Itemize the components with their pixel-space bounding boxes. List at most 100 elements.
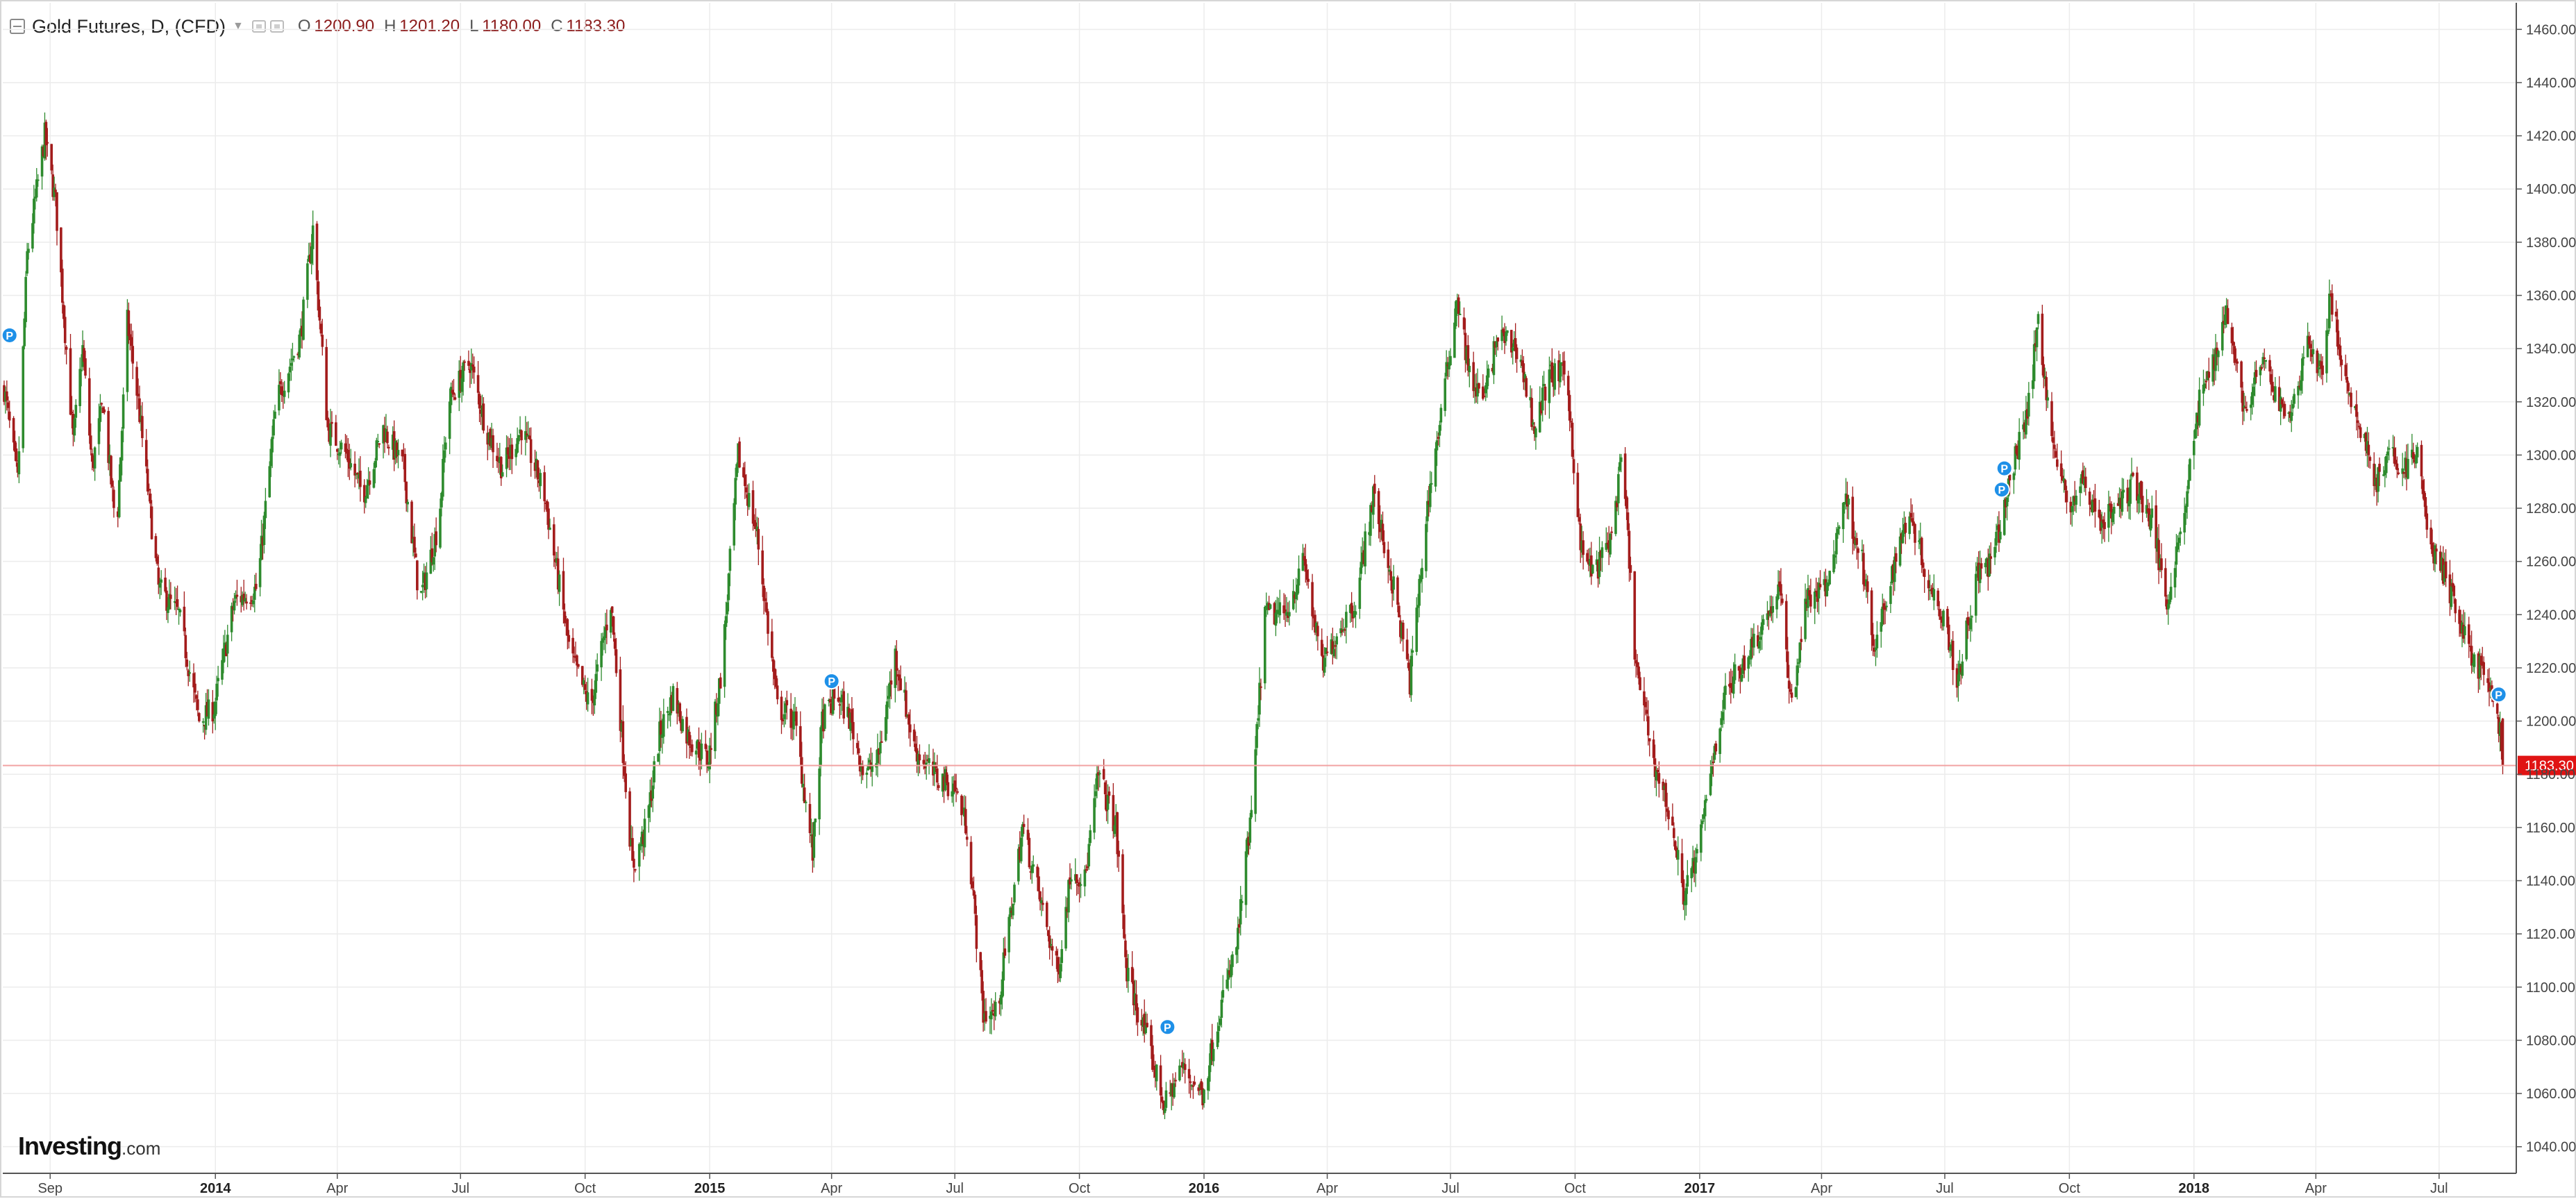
candle-up[interactable] (2014, 443, 2017, 476)
candle-up[interactable] (1007, 914, 1010, 964)
candle-down[interactable] (280, 379, 283, 402)
candle-up[interactable] (662, 698, 665, 744)
candle-down[interactable] (176, 585, 179, 610)
candle-up[interactable] (260, 519, 263, 561)
candle-up[interactable] (814, 818, 817, 837)
candle-down[interactable] (2321, 356, 2324, 385)
candle-up[interactable] (2366, 426, 2369, 467)
candle-down[interactable] (1623, 447, 1627, 506)
candle-down[interactable] (537, 467, 541, 492)
candle-down[interactable] (2497, 714, 2500, 743)
candle-up[interactable] (1240, 894, 1244, 912)
candle-up[interactable] (989, 1006, 992, 1034)
candle-down[interactable] (1132, 969, 1135, 1016)
candle-up[interactable] (1400, 621, 1403, 642)
candle-up[interactable] (458, 360, 461, 412)
candle-up[interactable] (268, 461, 271, 498)
candle-up[interactable] (1901, 517, 1905, 544)
candle-up[interactable] (1950, 639, 1953, 657)
candle-down[interactable] (2340, 355, 2343, 381)
candle-down[interactable] (2139, 480, 2143, 505)
candle-down[interactable] (1596, 559, 1600, 588)
candle-up[interactable] (593, 680, 596, 714)
candle-up[interactable] (1825, 576, 1829, 597)
candle-down[interactable] (149, 488, 152, 519)
candle-up[interactable] (846, 693, 849, 719)
candle-down[interactable] (1946, 606, 1949, 635)
candle-up[interactable] (737, 443, 739, 473)
candle-down[interactable] (2273, 386, 2275, 403)
candle-up[interactable] (178, 608, 182, 617)
candle-down[interactable] (346, 438, 350, 478)
candle-down[interactable] (1464, 318, 1467, 373)
candle-down[interactable] (1852, 521, 1856, 551)
candle-up[interactable] (2186, 485, 2189, 519)
candle-up[interactable] (1418, 574, 1421, 618)
candle-down[interactable] (116, 507, 119, 528)
candle-down[interactable] (2421, 476, 2425, 499)
candle-down[interactable] (838, 696, 842, 719)
candle-down[interactable] (1036, 864, 1039, 891)
candle-down[interactable] (3, 380, 6, 405)
candle-down[interactable] (1029, 866, 1032, 880)
candle-up[interactable] (1961, 653, 1964, 679)
candle-up[interactable] (1942, 609, 1945, 631)
candle-up[interactable] (391, 426, 394, 460)
candle-up[interactable] (1276, 596, 1279, 623)
candle-up[interactable] (1875, 621, 1879, 658)
candle-down[interactable] (110, 455, 112, 488)
candle-up[interactable] (2187, 464, 2190, 494)
candle-up[interactable] (1448, 351, 1450, 378)
candle-up[interactable] (299, 318, 302, 349)
candle-up[interactable] (1732, 662, 1735, 698)
candle-up[interactable] (1094, 778, 1097, 807)
candle-down[interactable] (1666, 792, 1668, 817)
candle-up[interactable] (1144, 1012, 1147, 1035)
candle-down[interactable] (469, 362, 471, 388)
candle-up[interactable] (1269, 603, 1272, 610)
candle-up[interactable] (1813, 588, 1816, 624)
candle-down[interactable] (2141, 481, 2144, 523)
candle-up[interactable] (1301, 544, 1305, 571)
candle-up[interactable] (906, 714, 909, 719)
candle-down[interactable] (6, 380, 8, 411)
candle-up[interactable] (651, 770, 655, 812)
candle-down[interactable] (1039, 891, 1042, 911)
candle-up[interactable] (596, 653, 599, 681)
candle-down[interactable] (392, 420, 396, 471)
candle-down[interactable] (42, 144, 45, 158)
candle-down[interactable] (2330, 284, 2334, 322)
candle-down[interactable] (547, 502, 550, 539)
candle-up[interactable] (1880, 608, 1883, 648)
candle-down[interactable] (953, 773, 956, 793)
candle-down[interactable] (471, 353, 474, 379)
candle-up[interactable] (1996, 516, 1999, 533)
candle-down[interactable] (1544, 383, 1547, 415)
candle-up[interactable] (1589, 547, 1591, 578)
candle-down[interactable] (1514, 323, 1517, 363)
candle-up[interactable] (27, 242, 30, 260)
candle-down[interactable] (776, 678, 779, 705)
candle-up[interactable] (2206, 371, 2209, 381)
candle-up[interactable] (419, 591, 423, 594)
candle-down[interactable] (975, 905, 978, 963)
candle-down[interactable] (2481, 646, 2484, 669)
candle-down[interactable] (510, 437, 514, 474)
candle-down[interactable] (660, 710, 662, 748)
candle-up[interactable] (290, 349, 293, 381)
candle-up[interactable] (1995, 523, 1998, 553)
candle-up[interactable] (53, 176, 56, 201)
candle-down[interactable] (1350, 592, 1353, 622)
candle-down[interactable] (811, 822, 814, 873)
candle-up[interactable] (640, 825, 644, 853)
candle-down[interactable] (2213, 349, 2216, 385)
candle-down[interactable] (1530, 388, 1533, 430)
candle-up[interactable] (1345, 604, 1348, 644)
candle-down[interactable] (2359, 424, 2362, 442)
candle-down[interactable] (1693, 850, 1696, 882)
candle-down[interactable] (2015, 444, 2018, 456)
candle-down[interactable] (1130, 950, 1134, 984)
candle-down[interactable] (689, 735, 692, 756)
candle-down[interactable] (8, 401, 11, 428)
candle-down[interactable] (386, 426, 389, 448)
